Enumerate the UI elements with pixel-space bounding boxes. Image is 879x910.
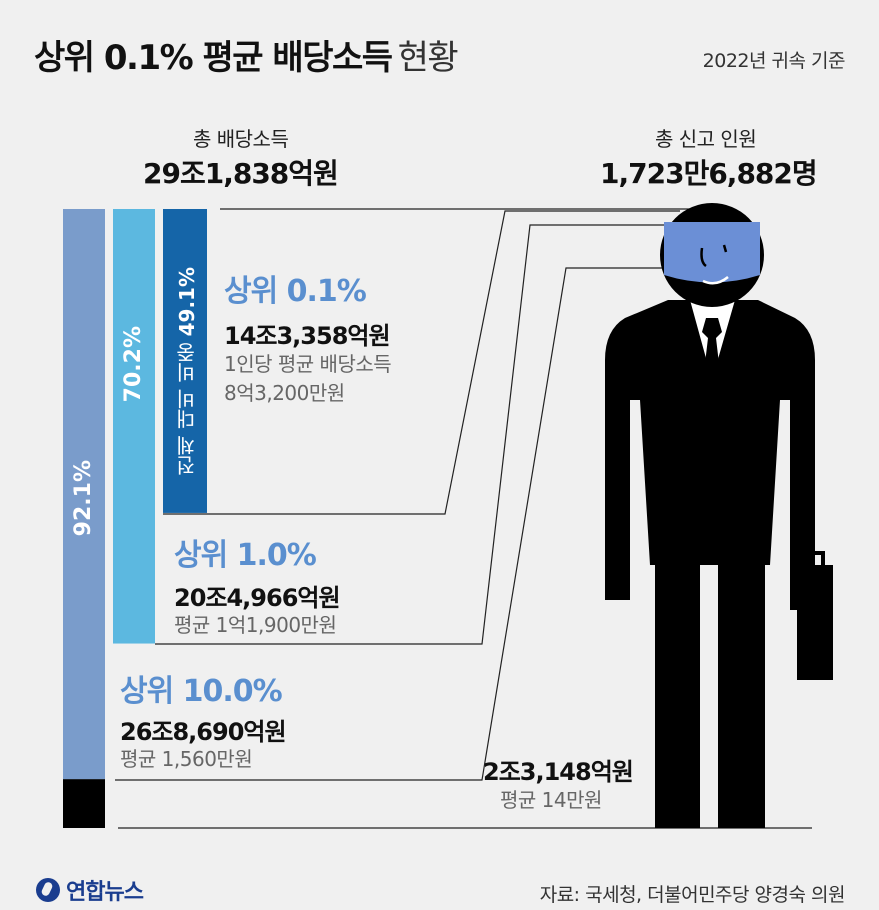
- title-main: 상위 0.1% 평균 배당소득: [34, 38, 393, 78]
- left-leg: [655, 560, 700, 828]
- necktie: [696, 318, 728, 460]
- title-sub: 현황: [397, 38, 459, 78]
- source-note: 자료: 국세청, 더불어민주당 양경숙 의원: [539, 884, 846, 906]
- total-people-value: 1,723만6,882명: [600, 157, 818, 190]
- share-value: 49.1%: [175, 267, 199, 337]
- group-top10-avg: 평균 1,560만원: [120, 747, 253, 771]
- bar-top10: [63, 209, 105, 780]
- line-top1: [155, 224, 665, 645]
- group-top01-avg-label: 1인당 평균 배당소득: [224, 352, 392, 376]
- group-top10-title: 상위 10.0%: [120, 674, 283, 709]
- eye-left: [700, 247, 707, 268]
- group-top01-avg: 8억3,200만원: [224, 381, 345, 405]
- yonhap-logo-icon: [36, 878, 60, 902]
- group-top01-amount: 14조3,358억원: [224, 322, 391, 350]
- page-title: 상위 0.1% 평균 배당소득 현황: [34, 30, 459, 79]
- rest-amount: 2조3,148억원: [483, 758, 634, 786]
- group-top1-avg: 평균 1억1,900만원: [174, 613, 337, 637]
- briefcase-handle: [805, 551, 825, 569]
- rest-avg: 평균 14만원: [500, 788, 602, 812]
- bar-rest: [63, 779, 105, 828]
- right-leg: [718, 560, 765, 828]
- share-label: 전체 대비 비중: [175, 342, 199, 476]
- logo-text: 연합뉴스: [66, 880, 144, 905]
- smile: [702, 276, 729, 285]
- bar-top1-value: 70.2%: [121, 326, 146, 403]
- bar-top10-value: 92.1%: [71, 459, 96, 537]
- group-top01-title: 상위 0.1%: [224, 274, 367, 309]
- total-income-value: 29조1,838억원: [143, 157, 339, 190]
- bar-top01: [163, 209, 207, 513]
- bar-top1: [113, 209, 155, 644]
- bar-top01-value: 전체 대비 비중 49.1%: [172, 267, 201, 475]
- businessman-illustration: [605, 203, 833, 828]
- group-top1-title: 상위 1.0%: [174, 538, 317, 573]
- line-top10: [115, 267, 665, 781]
- total-people-label: 총 신고 인원: [655, 127, 757, 151]
- group-top1-amount: 20조4,966억원: [174, 584, 341, 612]
- face-highlight: [664, 222, 760, 283]
- briefcase: [797, 565, 833, 680]
- total-income-label: 총 배당소득: [193, 127, 289, 151]
- line-top01: [163, 210, 680, 515]
- eye-right: [722, 244, 728, 253]
- group-top10-amount: 26조8,690억원: [120, 718, 287, 746]
- basis-year: 2022년 귀속 기준: [702, 50, 846, 72]
- yonhap-logo: 연합뉴스: [36, 874, 144, 906]
